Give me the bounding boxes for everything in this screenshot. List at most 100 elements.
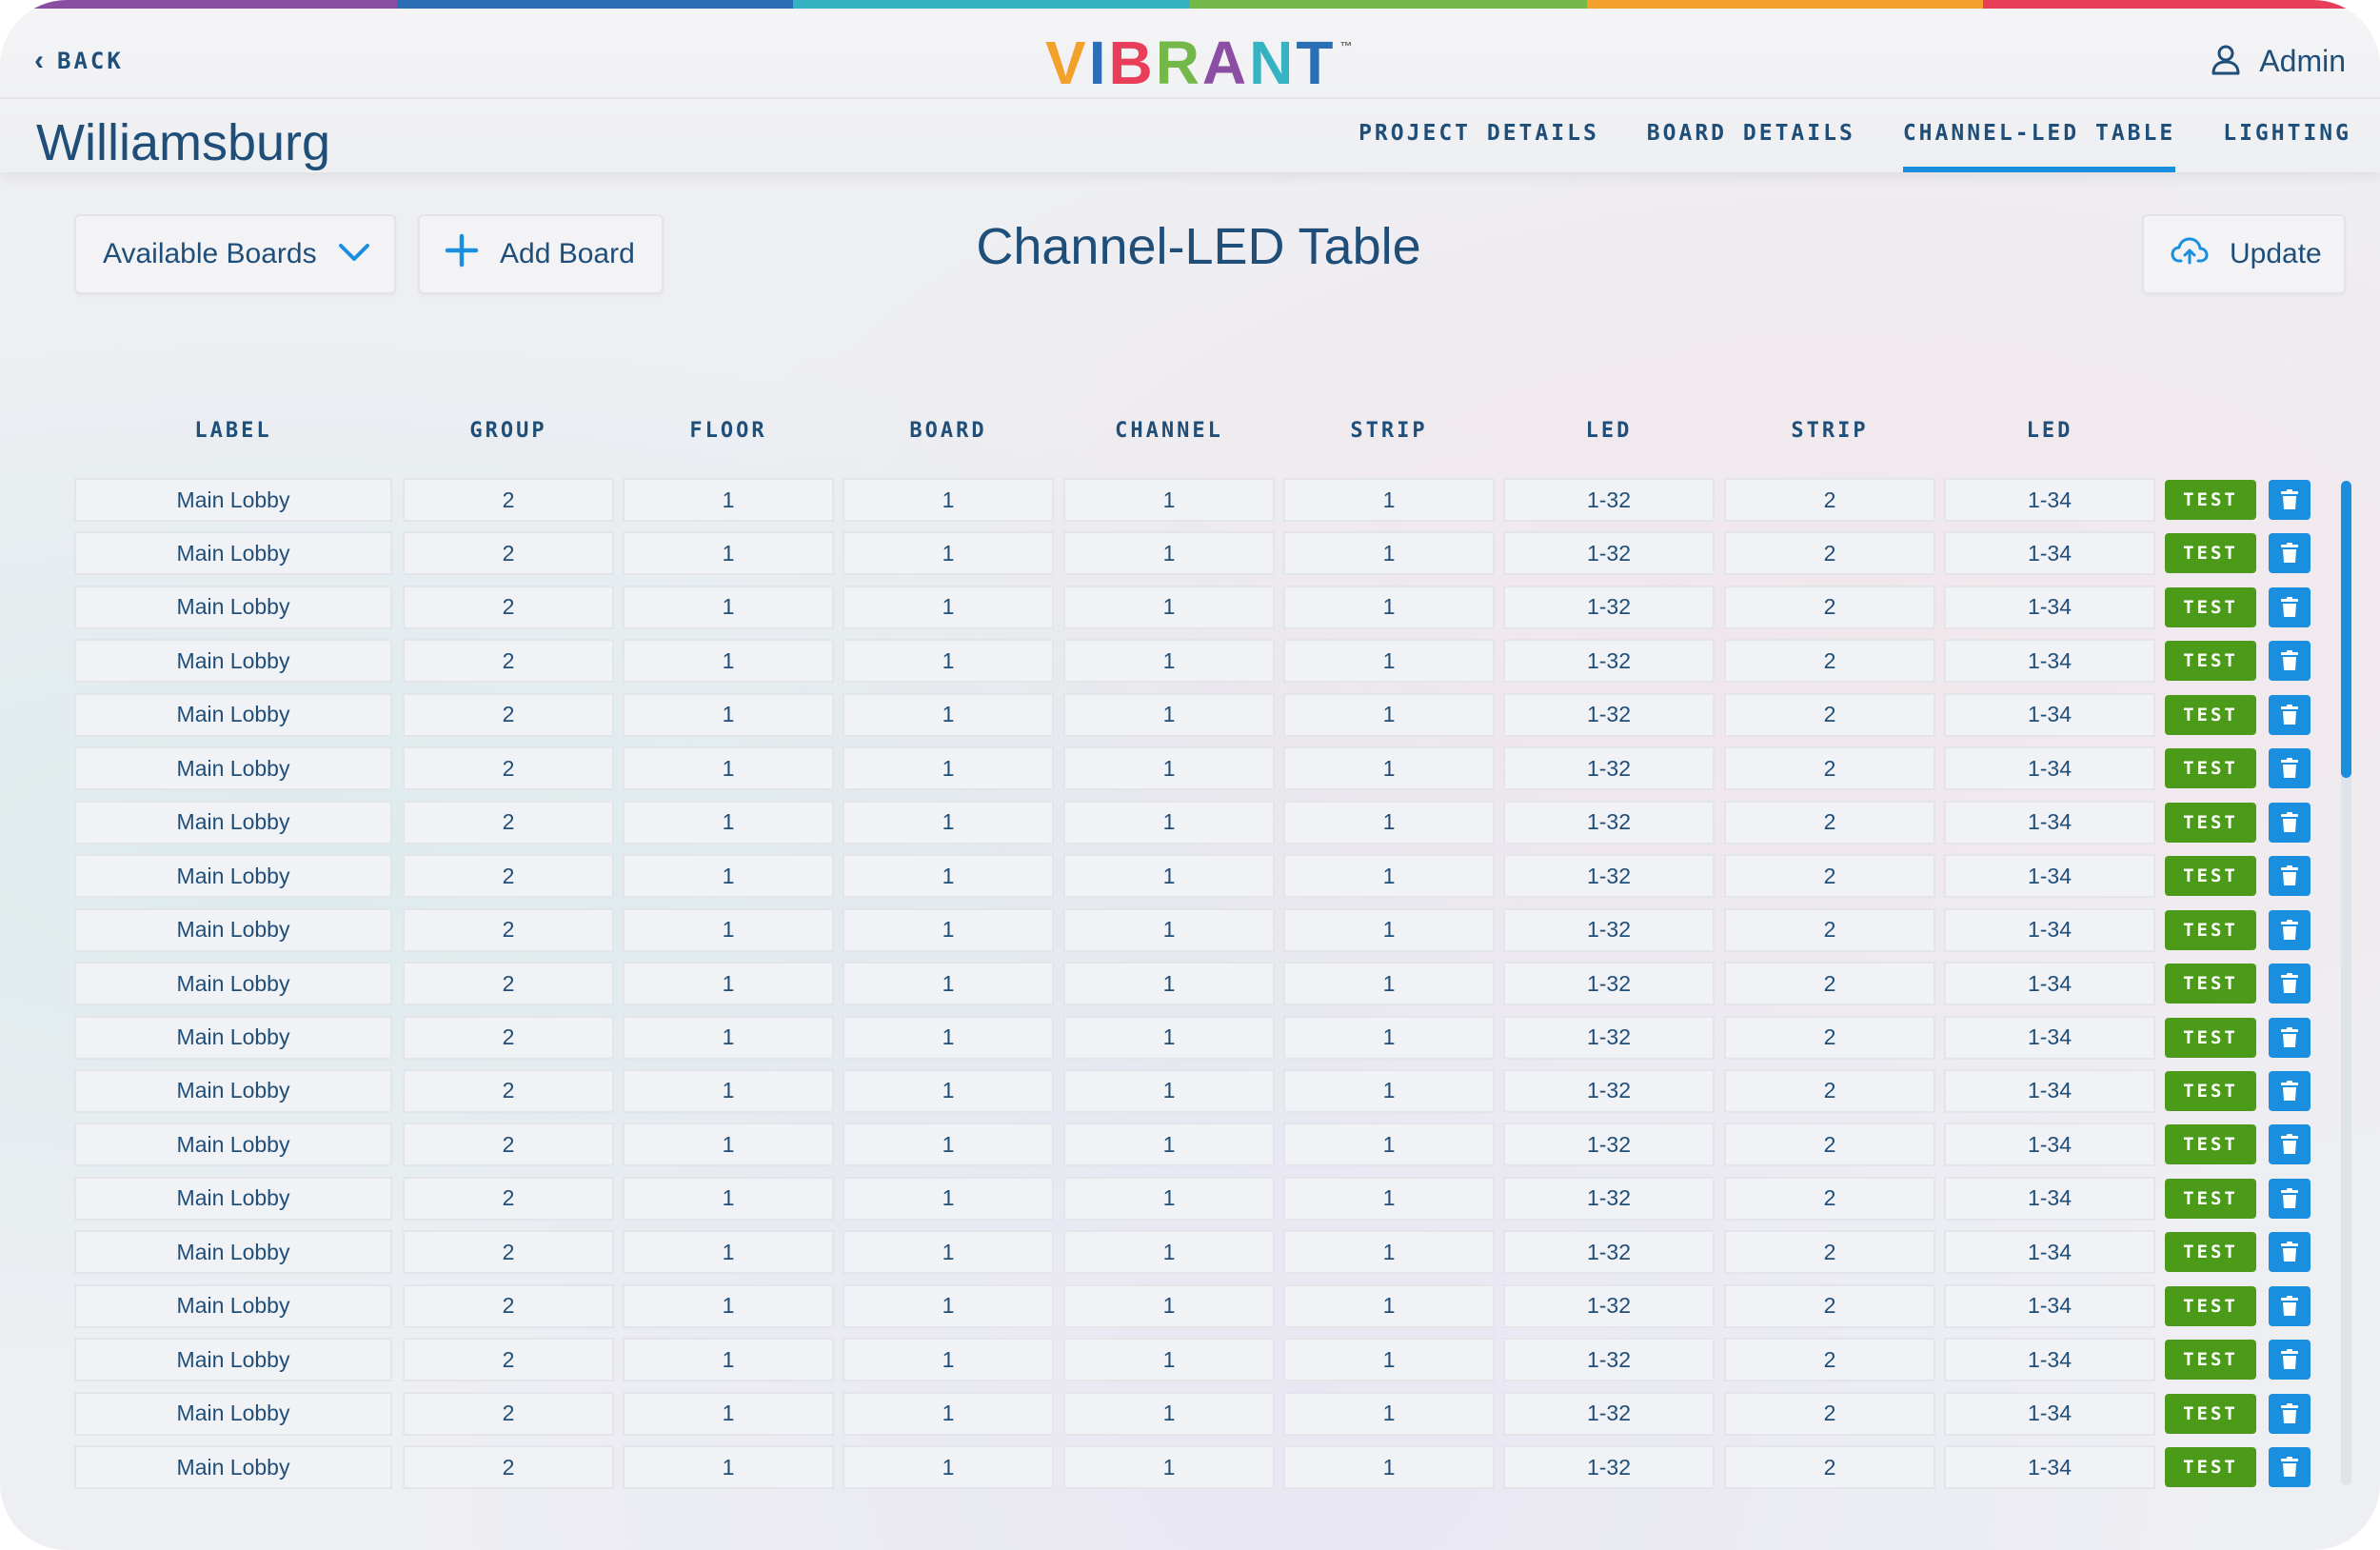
table-cell[interactable]: 1	[1063, 478, 1275, 522]
table-cell[interactable]: 1	[843, 962, 1054, 1006]
table-cell[interactable]: 2	[1724, 800, 1935, 845]
delete-button[interactable]	[2269, 1124, 2311, 1165]
table-cell[interactable]: 2	[1724, 1338, 1935, 1382]
back-link[interactable]: ‹ BACK	[34, 47, 124, 75]
table-cell[interactable]: 1	[623, 1123, 834, 1167]
test-button[interactable]: TEST	[2165, 480, 2256, 520]
table-cell[interactable]: 1-34	[1944, 746, 2155, 791]
table-cell[interactable]: 2	[1724, 1391, 1935, 1436]
table-cell[interactable]: 1-34	[1944, 1445, 2155, 1490]
table-cell[interactable]: 1-32	[1503, 800, 1715, 845]
table-cell[interactable]: 1	[843, 1068, 1054, 1113]
test-button[interactable]: TEST	[2165, 802, 2256, 843]
table-cell[interactable]: Main Lobby	[74, 1338, 392, 1382]
test-button[interactable]: TEST	[2165, 748, 2256, 789]
table-cell[interactable]: 1	[1283, 962, 1495, 1006]
table-cell[interactable]: 2	[403, 1391, 614, 1436]
table-cell[interactable]: 2	[1724, 907, 1935, 952]
table-cell[interactable]: Main Lobby	[74, 1176, 392, 1221]
table-cell[interactable]: 1-32	[1503, 531, 1715, 576]
table-cell[interactable]: 1-32	[1503, 1391, 1715, 1436]
table-cell[interactable]: 1-32	[1503, 478, 1715, 522]
delete-button[interactable]	[2269, 802, 2311, 843]
table-cell[interactable]: 1	[1063, 1123, 1275, 1167]
delete-button[interactable]	[2269, 1070, 2311, 1111]
table-cell[interactable]: 1	[843, 1391, 1054, 1436]
delete-button[interactable]	[2269, 1232, 2311, 1273]
table-cell[interactable]: Main Lobby	[74, 962, 392, 1006]
table-cell[interactable]: 1	[843, 639, 1054, 684]
table-cell[interactable]: 1-32	[1503, 1123, 1715, 1167]
table-cell[interactable]: Main Lobby	[74, 585, 392, 629]
table-cell[interactable]: 1	[843, 1176, 1054, 1221]
update-button[interactable]: Update	[2142, 214, 2346, 294]
table-cell[interactable]: 1	[1063, 907, 1275, 952]
test-button[interactable]: TEST	[2165, 964, 2256, 1004]
table-cell[interactable]: 1	[1283, 692, 1495, 737]
table-cell[interactable]: 2	[403, 1338, 614, 1382]
table-cell[interactable]: 2	[1724, 639, 1935, 684]
table-cell[interactable]: Main Lobby	[74, 692, 392, 737]
delete-button[interactable]	[2269, 856, 2311, 897]
table-cell[interactable]: 1	[1283, 1391, 1495, 1436]
table-cell[interactable]: 1-32	[1503, 1283, 1715, 1328]
table-cell[interactable]: 1-32	[1503, 962, 1715, 1006]
delete-button[interactable]	[2269, 641, 2311, 682]
table-cell[interactable]: 1	[843, 531, 1054, 576]
table-cell[interactable]: Main Lobby	[74, 746, 392, 791]
table-cell[interactable]: 1	[1063, 531, 1275, 576]
table-cell[interactable]: Main Lobby	[74, 1015, 392, 1060]
delete-button[interactable]	[2269, 1178, 2311, 1219]
table-cell[interactable]: 2	[1724, 1283, 1935, 1328]
test-button[interactable]: TEST	[2165, 1232, 2256, 1273]
table-cell[interactable]: 2	[1724, 1230, 1935, 1275]
table-cell[interactable]: 1	[843, 692, 1054, 737]
table-cell[interactable]: 1-34	[1944, 1230, 2155, 1275]
table-cell[interactable]: 2	[403, 746, 614, 791]
table-cell[interactable]: 1	[1063, 746, 1275, 791]
table-cell[interactable]: 1	[843, 1445, 1054, 1490]
table-cell[interactable]: 1-32	[1503, 692, 1715, 737]
table-cell[interactable]: 2	[403, 585, 614, 629]
table-cell[interactable]: 1-32	[1503, 854, 1715, 899]
test-button[interactable]: TEST	[2165, 586, 2256, 627]
table-cell[interactable]: 2	[1724, 1445, 1935, 1490]
table-cell[interactable]: 2	[403, 1230, 614, 1275]
table-cell[interactable]: 1	[1283, 531, 1495, 576]
table-cell[interactable]: 1	[843, 907, 1054, 952]
table-cell[interactable]: 1-32	[1503, 746, 1715, 791]
table-cell[interactable]: 1	[1283, 1176, 1495, 1221]
table-cell[interactable]: 1	[1283, 800, 1495, 845]
tab-lighting[interactable]: LIGHTING	[2223, 121, 2351, 146]
table-cell[interactable]: 1-32	[1503, 1338, 1715, 1382]
table-cell[interactable]: 1-34	[1944, 854, 2155, 899]
table-cell[interactable]: 2	[1724, 1176, 1935, 1221]
table-cell[interactable]: 1	[843, 1015, 1054, 1060]
table-cell[interactable]: 1	[1063, 1015, 1275, 1060]
table-cell[interactable]: 1-34	[1944, 1123, 2155, 1167]
table-cell[interactable]: 1	[623, 1068, 834, 1113]
table-cell[interactable]: 1	[623, 1176, 834, 1221]
test-button[interactable]: TEST	[2165, 909, 2256, 950]
test-button[interactable]: TEST	[2165, 1447, 2256, 1488]
table-cell[interactable]: Main Lobby	[74, 1230, 392, 1275]
table-cell[interactable]: 1	[1283, 1123, 1495, 1167]
table-cell[interactable]: Main Lobby	[74, 1068, 392, 1113]
delete-button[interactable]	[2269, 1017, 2311, 1058]
table-cell[interactable]: Main Lobby	[74, 1445, 392, 1490]
table-cell[interactable]: 1	[1063, 1230, 1275, 1275]
table-cell[interactable]: 1	[1063, 962, 1275, 1006]
table-cell[interactable]: 2	[403, 639, 614, 684]
table-cell[interactable]: 1	[1283, 1015, 1495, 1060]
table-cell[interactable]: 1	[1063, 800, 1275, 845]
table-cell[interactable]: 2	[1724, 1068, 1935, 1113]
table-cell[interactable]: 1-34	[1944, 1068, 2155, 1113]
table-cell[interactable]: Main Lobby	[74, 478, 392, 522]
table-cell[interactable]: 1	[1283, 907, 1495, 952]
delete-button[interactable]	[2269, 748, 2311, 789]
table-cell[interactable]: 1-32	[1503, 1015, 1715, 1060]
table-cell[interactable]: 1-34	[1944, 1015, 2155, 1060]
table-cell[interactable]: 1-32	[1503, 1068, 1715, 1113]
tab-project-details[interactable]: PROJECT DETAILS	[1359, 121, 1599, 146]
table-cell[interactable]: 2	[403, 1283, 614, 1328]
